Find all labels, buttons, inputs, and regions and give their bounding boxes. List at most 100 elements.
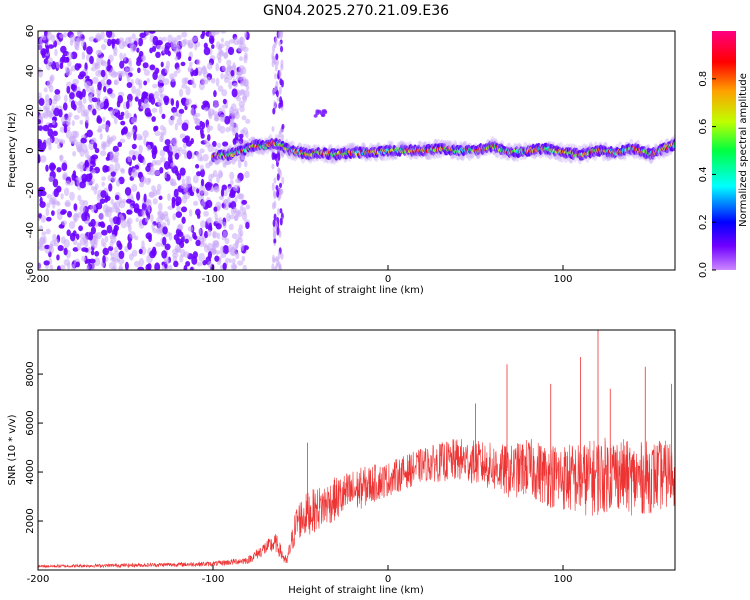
spectrogram-cell: [202, 101, 209, 106]
spectrogram-cell: [119, 251, 125, 260]
colorbar-tick-label: 0.4: [698, 166, 709, 182]
spectrogram-cell: [58, 109, 62, 117]
spectrogram-cell: [81, 256, 86, 262]
spectrogram-cell: [230, 70, 234, 77]
spectrogram-cell: [138, 145, 142, 154]
spectrogram-cell: [79, 205, 85, 213]
spectrogram-cell: [64, 95, 68, 103]
spectrogram-cell: [91, 178, 94, 184]
spectrogram-cell: [64, 125, 67, 133]
spectrogram-cell: [138, 136, 143, 141]
spectrogram-cell: [120, 138, 126, 143]
spectrogram-cell: [153, 198, 158, 204]
spectrogram-cell: [188, 226, 194, 232]
spectrogram-cell: [109, 262, 115, 269]
spectrogram-cell: [152, 84, 158, 89]
spectrogram-cell: [209, 223, 212, 231]
spectrogram-y-label: Frequency (Hz): [7, 112, 18, 188]
spectrogram-cell: [217, 205, 220, 210]
spectrogram-cell: [147, 144, 151, 151]
spectrogram-cell: [121, 112, 125, 116]
spectrogram-cell: [280, 46, 283, 53]
spectrogram-cell: [101, 124, 106, 129]
spectrogram-cell: [172, 199, 176, 208]
spectrogram-cell: [117, 71, 123, 76]
spectrogram-cell: [115, 195, 120, 201]
spectrogram-cell: [219, 171, 223, 177]
spectrogram-cell: [189, 209, 192, 217]
spectrogram-cell: [211, 44, 214, 49]
spectrogram-cell: [111, 199, 114, 205]
spectrogram-cell: [238, 45, 243, 52]
spectrogram-cell: [180, 184, 185, 189]
spectrogram-cell: [94, 251, 99, 257]
spectrogram-cell: [85, 248, 89, 253]
spectrogram-cell: [98, 101, 104, 109]
y-tick-label: 20: [25, 104, 36, 117]
spectrogram-cell: [121, 128, 127, 135]
spectrogram-cell: [47, 57, 53, 65]
spectrogram-cell: [108, 183, 112, 192]
spectrogram-cell: [155, 242, 162, 247]
spectrogram-cell: [196, 188, 199, 193]
spectrogram-cell: [229, 110, 233, 115]
spectrogram-cell: [279, 70, 282, 79]
spectrogram-cell: [278, 41, 281, 46]
spectrogram-cell: [141, 55, 146, 60]
spectrogram-cell: [127, 75, 131, 83]
spectrogram-cell: [97, 117, 103, 124]
figure-title: GN04.2025.270.21.09.E36: [263, 3, 449, 19]
spectrogram-cell: [42, 35, 46, 40]
spectrogram-cell: [280, 99, 283, 107]
spectrogram-cell: [198, 228, 202, 235]
spectrogram-cell: [126, 199, 132, 204]
spectrogram-cell: [161, 62, 164, 68]
spectrogram-cell: [201, 133, 205, 139]
spectrogram-cell: [76, 91, 82, 98]
spectrogram-cell: [176, 35, 182, 40]
spectrogram-cell: [157, 211, 161, 216]
spectrogram-cell: [100, 190, 106, 198]
spectrogram-cell: [208, 251, 212, 259]
spectrogram-cell: [169, 144, 173, 151]
spectrogram-cell: [168, 265, 172, 274]
spectrogram-cell: [116, 217, 121, 225]
spectrogram-cell: [274, 85, 277, 92]
spectrogram-cell: [74, 139, 78, 146]
spectrogram-cell: [176, 211, 182, 218]
spectrogram-cell: [150, 64, 156, 70]
spectrogram-cell: [181, 32, 187, 38]
spectrogram-cell: [98, 50, 103, 55]
spectrogram-cell: [276, 190, 279, 198]
spectrogram-cell: [107, 210, 112, 218]
spectrogram-cell: [163, 146, 169, 152]
spectrogram-cell: [207, 230, 211, 237]
spectrogram-cell: [175, 201, 179, 206]
spectrogram-cell: [101, 182, 105, 187]
spectrogram-cell: [275, 36, 278, 45]
spectrogram-cell: [49, 76, 53, 84]
spectrogram-cell: [101, 230, 108, 236]
spectrogram-cell: [47, 128, 53, 136]
spectrogram-cell: [277, 208, 280, 216]
spectrogram-cell: [104, 236, 108, 243]
spectrogram-cell: [207, 261, 212, 268]
spectrogram-cell: [129, 42, 133, 50]
spectrogram-cell: [90, 219, 95, 227]
spectrogram-cell: [51, 210, 55, 216]
spectrogram-cell: [188, 39, 194, 48]
spectrogram-cell: [149, 48, 153, 54]
spectrogram-cell: [174, 189, 179, 198]
spectrogram-cell: [77, 164, 81, 169]
spectrogram-cell: [178, 223, 184, 230]
spectrogram-cell: [81, 39, 85, 47]
spectrogram-cell: [233, 207, 237, 213]
spectrogram-cell: [146, 78, 149, 83]
spectrogram-cell: [209, 35, 215, 44]
snr-panel: -200 -100 0 100 2000400060008000 Height of …: [7, 330, 675, 596]
spectrogram-cell: [43, 260, 49, 265]
spectrogram-cell: [51, 105, 54, 112]
spectrogram-cell: [161, 114, 165, 119]
spectrogram-cell: [233, 185, 239, 191]
spectrogram-cell: [321, 113, 325, 117]
